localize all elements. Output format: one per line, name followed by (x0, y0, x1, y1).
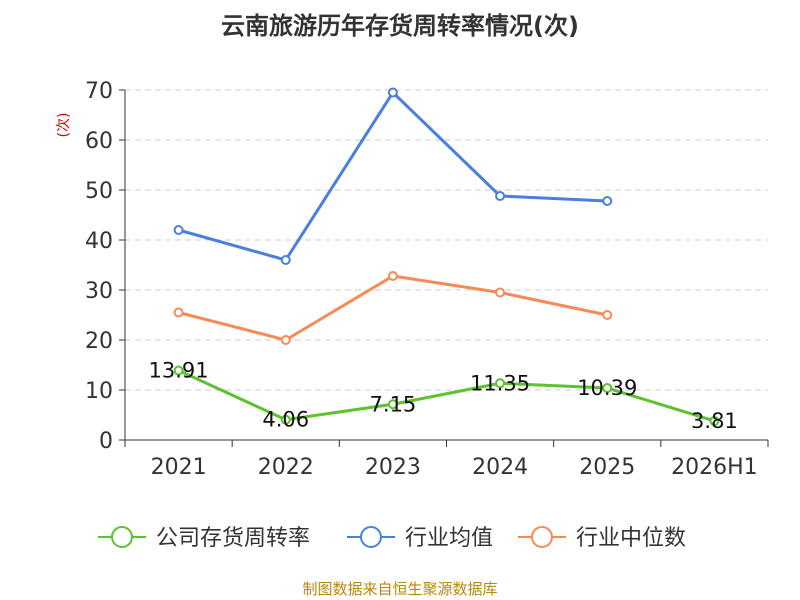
data-point (602, 310, 613, 320)
data-label: 13.91 (149, 358, 209, 382)
data-point (495, 287, 506, 298)
data-label: 7.15 (370, 392, 417, 416)
x-tick-label: 2024 (472, 455, 528, 480)
data-label: 10.39 (577, 376, 637, 400)
legend-label: 行业均值 (405, 526, 493, 551)
y-tick-label: 50 (85, 179, 113, 204)
x-tick-label: 2023 (365, 455, 421, 480)
x-tick-label: 2022 (258, 455, 314, 480)
y-tick-label: 10 (85, 379, 113, 404)
legend: 公司存货周转率 行业均值 行业中位数 (98, 526, 686, 551)
series-line (178, 274, 608, 342)
data-point (602, 196, 613, 206)
y-tick-label: 40 (85, 229, 113, 254)
legend-item: 公司存货周转率 (98, 526, 310, 551)
data-point (280, 255, 291, 265)
series-line (177, 369, 715, 423)
axes: 0 10 20 30 40 50 60 70 2021 2022 2023 2024 2025 2026H… (85, 79, 769, 480)
data-point (495, 191, 506, 201)
data-point (387, 399, 398, 410)
y-axis-label: (次) (56, 113, 72, 138)
data-labels: 13.91 4.06 7.15 11.35 10.39 3.81 (149, 358, 738, 433)
data-point (709, 415, 720, 426)
series-line (178, 91, 608, 262)
legend-marker (531, 526, 553, 548)
data-point (387, 87, 398, 98)
y-tick-label: 20 (85, 329, 113, 354)
legend-marker (111, 526, 133, 548)
data-point (495, 378, 506, 389)
data-point (280, 414, 291, 425)
data-label: 11.35 (470, 371, 530, 395)
legend-marker (360, 526, 382, 548)
data-point (173, 365, 184, 376)
data-point (280, 335, 291, 345)
legend-item: 行业均值 (347, 526, 493, 551)
data-label: 3.81 (691, 409, 738, 433)
data-label: 4.06 (262, 408, 309, 432)
data-point (173, 225, 184, 235)
legend-label: 行业中位数 (576, 526, 686, 551)
y-tick-label: 0 (99, 429, 113, 454)
data-point (173, 307, 184, 318)
x-tick-label: 2025 (579, 455, 635, 480)
y-tick-label: 70 (85, 79, 113, 104)
x-tick-label: 2026H1 (671, 455, 758, 480)
legend-label: 公司存货周转率 (156, 526, 310, 551)
y-tick-label: 60 (85, 129, 113, 154)
chart-title: 云南旅游历年存货周转率情况(次) (221, 12, 579, 40)
data-point (602, 383, 613, 394)
grid-lines (125, 89, 768, 391)
x-tick-label: 2021 (151, 455, 207, 480)
data-point (387, 271, 398, 281)
legend-item: 行业中位数 (518, 526, 686, 551)
series-lines (173, 87, 720, 426)
y-tick-label: 30 (85, 279, 113, 304)
source-note: 制图数据来自恒生聚源数据库 (302, 580, 498, 598)
